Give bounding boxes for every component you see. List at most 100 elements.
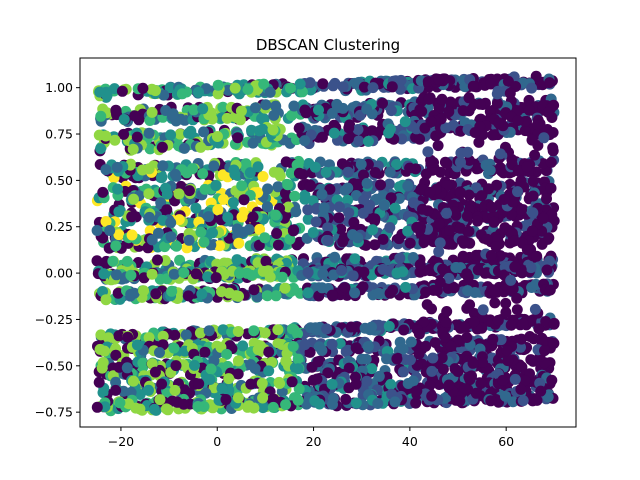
scatter-point <box>352 124 364 135</box>
scatter-point <box>500 390 511 402</box>
scatter-point <box>99 345 110 357</box>
scatter-point <box>324 183 336 195</box>
scatter-point <box>526 225 538 237</box>
scatter-point <box>289 190 301 202</box>
scatter-point <box>425 154 437 166</box>
scatter-point <box>270 100 282 112</box>
scatter-point <box>440 317 452 328</box>
x-axis: −20 0 20 40 60 <box>108 427 514 449</box>
scatter-point <box>232 368 244 380</box>
scatter-point <box>458 321 470 333</box>
scatter-point <box>416 105 428 117</box>
scatter-point <box>333 201 345 213</box>
scatter-point <box>94 86 106 98</box>
scatter-point <box>547 145 559 157</box>
scatter-point <box>111 161 123 173</box>
scatter-point <box>244 167 256 179</box>
scatter-point <box>125 269 137 281</box>
scatter-point <box>404 237 416 249</box>
scatter-point <box>426 390 438 402</box>
scatter-point <box>159 241 171 253</box>
scatter-point <box>198 236 210 248</box>
scatter-point <box>385 192 397 204</box>
scatter-point <box>272 181 284 193</box>
scatter-point <box>402 180 414 192</box>
scatter-point <box>459 383 471 395</box>
scatter-point <box>326 289 338 301</box>
scatter-point <box>203 325 215 337</box>
scatter-point <box>468 316 480 328</box>
scatter-point <box>473 136 485 148</box>
scatter-point <box>144 225 156 237</box>
y-tick-label: 0.75 <box>45 127 73 142</box>
scatter-point <box>254 223 266 235</box>
chart-title: DBSCAN Clustering <box>256 36 400 54</box>
scatter-point <box>146 268 158 280</box>
scatter-point <box>110 240 122 252</box>
scatter-point <box>343 122 355 134</box>
scatter-point <box>126 211 138 223</box>
scatter-point <box>259 327 271 339</box>
scatter-point <box>420 168 432 180</box>
scatter-point <box>302 287 314 299</box>
scatter-point <box>377 263 389 275</box>
scatter-point <box>413 348 425 360</box>
scatter-point <box>502 355 514 367</box>
scatter-point <box>349 253 361 265</box>
scatter-point <box>109 134 121 146</box>
scatter-point <box>492 314 504 326</box>
scatter-point <box>152 254 163 266</box>
scatter-point <box>316 131 328 143</box>
scatter-point <box>539 345 550 357</box>
scatter-point <box>165 217 177 229</box>
scatter-point <box>257 171 269 182</box>
scatter-point <box>525 354 537 366</box>
scatter-point <box>363 202 375 214</box>
y-tick-label: −0.25 <box>35 312 73 327</box>
scatter-point <box>257 392 269 404</box>
scatter-point <box>542 106 554 118</box>
scatter-point <box>337 81 349 93</box>
scatter-point <box>243 224 255 235</box>
scatter-point <box>461 210 473 222</box>
scatter-point <box>199 183 211 195</box>
scatter-point <box>418 235 430 246</box>
scatter-point <box>475 378 487 389</box>
scatter-point <box>231 254 243 266</box>
scatter-point <box>100 130 112 142</box>
scatter-point <box>361 375 373 387</box>
scatter-point <box>386 81 398 93</box>
scatter-point <box>450 262 462 273</box>
scatter-point <box>360 353 372 365</box>
scatter-point <box>188 104 200 116</box>
scatter-point <box>127 143 139 155</box>
scatter-point <box>166 285 178 297</box>
scatter-point <box>304 181 316 192</box>
scatter-point <box>340 393 352 405</box>
scatter-point <box>443 379 455 391</box>
scatter-point <box>199 346 211 358</box>
y-tick-label: 0.50 <box>45 173 73 188</box>
scatter-point <box>185 125 197 137</box>
scatter-point <box>426 365 438 377</box>
scatter-point <box>205 363 217 375</box>
scatter-point <box>95 143 107 155</box>
scatter-point <box>143 211 155 223</box>
scatter-point <box>342 133 354 145</box>
scatter-point <box>501 345 513 357</box>
scatter-point <box>309 161 321 173</box>
scatter-point <box>97 232 109 244</box>
scatter-point <box>240 158 252 170</box>
scatter-point <box>474 98 486 110</box>
scatter-point <box>343 207 355 219</box>
scatter-point <box>300 107 312 119</box>
scatter-point <box>128 193 139 205</box>
scatter-point <box>337 236 349 248</box>
scatter-point <box>263 346 275 358</box>
scatter-point <box>220 394 232 405</box>
scatter-point <box>400 281 412 293</box>
scatter-point <box>488 285 500 297</box>
scatter-point <box>156 172 167 184</box>
y-tick-label: 0.25 <box>45 219 73 234</box>
scatter-point <box>377 97 388 109</box>
